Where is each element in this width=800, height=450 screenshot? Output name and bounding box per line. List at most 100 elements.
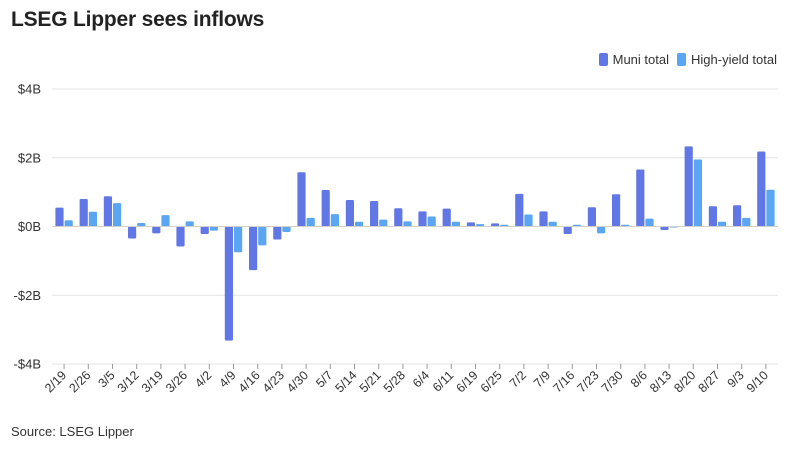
x-tick-label: 4/23 bbox=[260, 368, 287, 395]
x-tick-label: 2/19 bbox=[42, 368, 69, 395]
bar-muni bbox=[684, 146, 693, 227]
x-tick-label: 3/26 bbox=[163, 368, 190, 395]
bar-high-yield bbox=[766, 189, 775, 227]
bar-muni bbox=[273, 226, 282, 240]
legend-label-high-yield: High-yield total bbox=[691, 52, 777, 67]
bar-muni bbox=[515, 193, 524, 227]
bar-muni bbox=[321, 190, 330, 227]
chart-legend: Muni total High-yield total bbox=[591, 52, 777, 67]
x-tick-label: 4/30 bbox=[284, 368, 311, 395]
y-tick-label: $2B bbox=[18, 150, 41, 165]
bar-high-yield bbox=[597, 226, 606, 234]
bar-high-yield bbox=[209, 226, 218, 231]
bar-muni bbox=[297, 172, 306, 227]
x-tick-label: 8/13 bbox=[647, 368, 674, 395]
bar-muni bbox=[152, 226, 161, 234]
y-tick-label: $0B bbox=[18, 219, 41, 234]
bar-muni bbox=[612, 194, 621, 227]
y-tick-label: -$4B bbox=[14, 357, 41, 372]
x-tick-label: 7/9 bbox=[531, 368, 553, 390]
bar-muni bbox=[563, 226, 572, 235]
bar-high-yield bbox=[306, 217, 315, 227]
x-tick-label: 4/16 bbox=[236, 368, 263, 395]
bar-muni bbox=[442, 208, 451, 227]
bar-high-yield bbox=[258, 226, 267, 246]
x-tick-label: 4/2 bbox=[192, 368, 214, 390]
x-tick-label: 6/25 bbox=[478, 368, 505, 395]
x-tick-label: 8/6 bbox=[628, 368, 650, 390]
x-tick-label: 6/19 bbox=[454, 368, 481, 395]
legend-swatch-high-yield bbox=[677, 53, 686, 66]
bar-muni bbox=[757, 151, 766, 227]
x-tick-label: 8/27 bbox=[696, 368, 723, 395]
bar-high-yield bbox=[524, 214, 533, 227]
bar-chart: $4B $2B $0B -$2B -$4B2/192/26 3/53/123/193/26… bbox=[14, 82, 778, 395]
bar-muni bbox=[103, 196, 112, 227]
x-tick-label: 7/16 bbox=[550, 368, 577, 395]
bar-muni bbox=[587, 207, 596, 227]
legend-swatch-muni bbox=[598, 53, 608, 66]
bar-muni bbox=[79, 199, 88, 227]
legend-item-muni: Muni total bbox=[598, 52, 669, 67]
bar-high-yield bbox=[64, 220, 73, 227]
bar-muni bbox=[394, 208, 403, 227]
bar-muni bbox=[733, 205, 742, 227]
bar-high-yield bbox=[161, 215, 170, 227]
x-tick-label: 5/14 bbox=[333, 368, 360, 395]
bar-muni bbox=[55, 207, 64, 227]
bar-muni bbox=[224, 226, 233, 341]
bar-high-yield bbox=[185, 221, 194, 227]
bar-high-yield bbox=[693, 159, 702, 227]
x-tick-label: 9/3 bbox=[725, 368, 747, 390]
bar-muni bbox=[128, 226, 137, 239]
bar-high-yield bbox=[742, 217, 751, 227]
x-tick-label: 5/7 bbox=[313, 368, 335, 390]
bar-muni bbox=[660, 226, 669, 230]
legend-item-high-yield: High-yield total bbox=[677, 52, 777, 67]
bar-high-yield bbox=[330, 214, 339, 227]
bar-high-yield bbox=[137, 223, 146, 227]
x-tick-label: 5/21 bbox=[357, 368, 384, 395]
x-tick-label: 3/12 bbox=[115, 368, 142, 395]
x-tick-label: 7/30 bbox=[599, 368, 626, 395]
x-tick-label: 3/5 bbox=[95, 368, 117, 390]
bar-muni bbox=[636, 169, 645, 227]
x-tick-label: 4/9 bbox=[216, 368, 238, 390]
bar-muni bbox=[418, 211, 427, 227]
bar-muni bbox=[539, 211, 548, 227]
bar-high-yield bbox=[645, 218, 654, 227]
bar-high-yield bbox=[282, 226, 291, 232]
legend-label-muni: Muni total bbox=[612, 52, 669, 67]
bar-muni bbox=[249, 226, 258, 271]
x-tick-label: 7/23 bbox=[575, 368, 602, 395]
source-note: Source: LSEG Lipper bbox=[11, 424, 134, 439]
y-tick-label: $4B bbox=[18, 82, 41, 97]
x-tick-label: 6/11 bbox=[430, 368, 456, 394]
x-tick-label: 3/19 bbox=[139, 368, 166, 395]
bar-muni bbox=[345, 200, 354, 227]
bar-high-yield bbox=[355, 221, 364, 227]
x-tick-label: 9/10 bbox=[744, 368, 771, 395]
bar-high-yield bbox=[379, 219, 388, 227]
bar-muni bbox=[200, 226, 209, 235]
x-tick-label: 7/2 bbox=[507, 368, 529, 390]
bar-high-yield bbox=[427, 216, 436, 227]
bar-high-yield bbox=[234, 226, 243, 253]
y-tick-label: -$2B bbox=[14, 288, 41, 303]
bar-muni bbox=[708, 206, 717, 227]
bar-muni bbox=[176, 226, 185, 247]
bar-high-yield bbox=[113, 203, 122, 227]
bar-muni bbox=[466, 222, 475, 227]
bar-high-yield bbox=[88, 211, 97, 227]
bar-high-yield bbox=[451, 221, 460, 227]
bar-high-yield bbox=[403, 221, 412, 227]
bar-muni bbox=[370, 201, 379, 227]
bar-high-yield bbox=[718, 221, 727, 227]
bar-muni bbox=[491, 223, 500, 227]
bar-high-yield bbox=[476, 224, 485, 227]
x-tick-label: 2/26 bbox=[66, 368, 93, 395]
x-tick-label: 8/20 bbox=[671, 368, 698, 395]
x-tick-label: 5/28 bbox=[381, 368, 408, 395]
bar-high-yield bbox=[548, 221, 557, 227]
chart-title: LSEG Lipper sees inflows bbox=[11, 8, 265, 31]
